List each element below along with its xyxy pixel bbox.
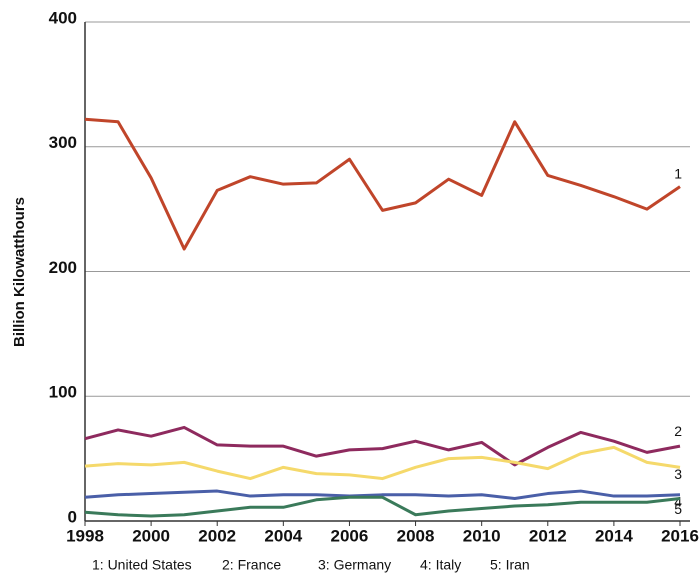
x-tick-label: 2014 bbox=[595, 526, 633, 545]
x-tick-label: 2000 bbox=[132, 526, 170, 545]
legend-entry: 3: Germany bbox=[318, 557, 391, 573]
x-tick-label: 2002 bbox=[198, 526, 236, 545]
y-tick-label: 0 bbox=[68, 507, 77, 526]
series-line bbox=[84, 495, 681, 518]
y-tick-label: 100 bbox=[49, 383, 77, 402]
end-label: 3 bbox=[674, 466, 682, 482]
end-label: 1 bbox=[674, 165, 682, 181]
x-tick-label: 2008 bbox=[397, 526, 435, 545]
x-tick-label: 2006 bbox=[331, 526, 369, 545]
x-tick-label: 1998 bbox=[66, 526, 104, 545]
series-line bbox=[84, 445, 681, 481]
series-line bbox=[84, 489, 681, 501]
end-label: 5 bbox=[674, 501, 682, 517]
y-tick-label: 200 bbox=[49, 258, 77, 277]
x-tick-label: 2012 bbox=[529, 526, 567, 545]
x-tick-label: 2010 bbox=[463, 526, 501, 545]
y-tick-label: 400 bbox=[49, 8, 77, 27]
end-label: 2 bbox=[674, 423, 682, 439]
series-line bbox=[84, 425, 681, 467]
y-axis-label: Billion Kilowatthours bbox=[11, 197, 28, 347]
y-tick-label: 300 bbox=[49, 133, 77, 152]
series-line bbox=[84, 117, 681, 251]
x-tick-label: 2004 bbox=[264, 526, 302, 545]
legend-entry: 2: France bbox=[222, 557, 281, 573]
legend-entry: 5: Iran bbox=[490, 557, 530, 573]
x-tick-label: 2016 bbox=[661, 526, 699, 545]
end-label: 4 bbox=[674, 494, 682, 510]
legend-entry: 4: Italy bbox=[420, 557, 461, 573]
legend-entry: 1: United States bbox=[92, 557, 192, 573]
